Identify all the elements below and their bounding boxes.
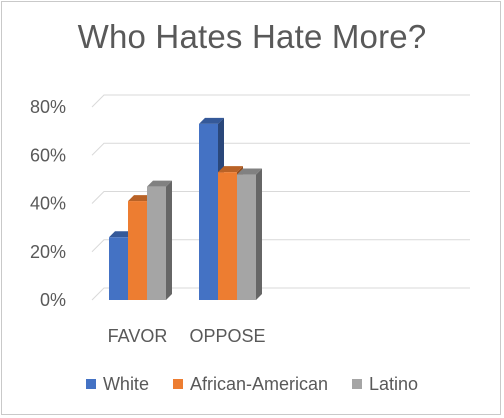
- gridline: [91, 287, 470, 301]
- gridline: [91, 142, 470, 156]
- legend-label: White: [102, 373, 149, 394]
- x-category-label: OPPOSE: [189, 326, 265, 346]
- y-tick-label: 40%: [30, 194, 66, 214]
- legend-swatch: [85, 379, 96, 389]
- y-axis-ticks: 0% 20% 40% 60% 80%: [30, 97, 66, 310]
- bar: [147, 180, 172, 300]
- bars: [109, 117, 262, 300]
- y-tick-label: 60%: [30, 145, 66, 165]
- legend: White African-American Latino: [0, 372, 504, 396]
- chart-title: Who Hates Hate More?: [77, 18, 427, 55]
- x-category-label: FAVOR: [108, 326, 168, 346]
- gridline: [91, 94, 470, 108]
- y-tick-label: 20%: [30, 242, 66, 262]
- legend-item: Latino: [352, 374, 418, 395]
- gridline: [91, 239, 470, 253]
- y-tick-label: 0%: [40, 290, 66, 310]
- legend-item: African-American: [172, 373, 328, 395]
- x-axis-categories: FAVOR OPPOSE: [108, 326, 266, 346]
- legend-label: African-American: [189, 373, 328, 394]
- bar: [237, 168, 262, 300]
- legend-swatch: [172, 379, 183, 389]
- legend-label: Latino: [369, 373, 419, 394]
- y-tick-label: 80%: [30, 97, 66, 117]
- gridlines: [91, 94, 470, 301]
- legend-item: White: [85, 373, 149, 395]
- gridline: [91, 191, 470, 204]
- legend-swatch: [352, 379, 362, 389]
